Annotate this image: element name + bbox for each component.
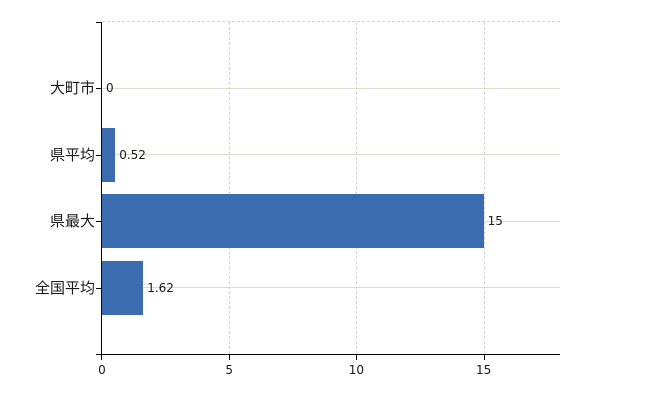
bar <box>102 127 116 182</box>
x-tick-label: 10 <box>348 363 365 377</box>
category-label: 全国平均 <box>34 278 95 297</box>
h-gridline <box>102 287 560 289</box>
bar-value-label: 0.52 <box>119 147 146 162</box>
bar-value-label: 1.62 <box>147 280 174 295</box>
category-label: 県最大 <box>49 212 95 231</box>
h-gridline <box>102 154 560 156</box>
y-axis-tick <box>96 154 101 156</box>
x-axis-tick <box>356 355 358 360</box>
y-axis <box>101 22 102 358</box>
x-axis-tick <box>229 355 231 360</box>
y-axis-tick <box>96 88 101 90</box>
bar-value-label: 0 <box>106 81 114 96</box>
x-axis-tick <box>101 355 102 360</box>
bar-value-label: 15 <box>487 214 503 229</box>
h-gridline <box>102 87 560 89</box>
x-tick-label: 0 <box>98 363 106 377</box>
x-axis <box>101 354 560 355</box>
category-label: 県平均 <box>49 145 95 164</box>
x-tick-label: 5 <box>225 363 234 377</box>
plot-area: 0 0.52 15 1.62 <box>102 21 560 354</box>
y-axis-tick <box>96 22 101 23</box>
category-label: 大町市 <box>49 79 95 98</box>
y-axis-tick <box>96 221 101 223</box>
v-gridline <box>483 22 485 354</box>
y-axis-tick <box>96 287 101 289</box>
y-axis-tick <box>96 354 101 355</box>
v-gridline <box>229 22 231 354</box>
v-gridline <box>356 22 358 354</box>
bar <box>102 194 484 249</box>
x-axis-tick <box>483 355 485 360</box>
x-tick-label: 15 <box>476 363 492 377</box>
bar <box>102 260 144 315</box>
